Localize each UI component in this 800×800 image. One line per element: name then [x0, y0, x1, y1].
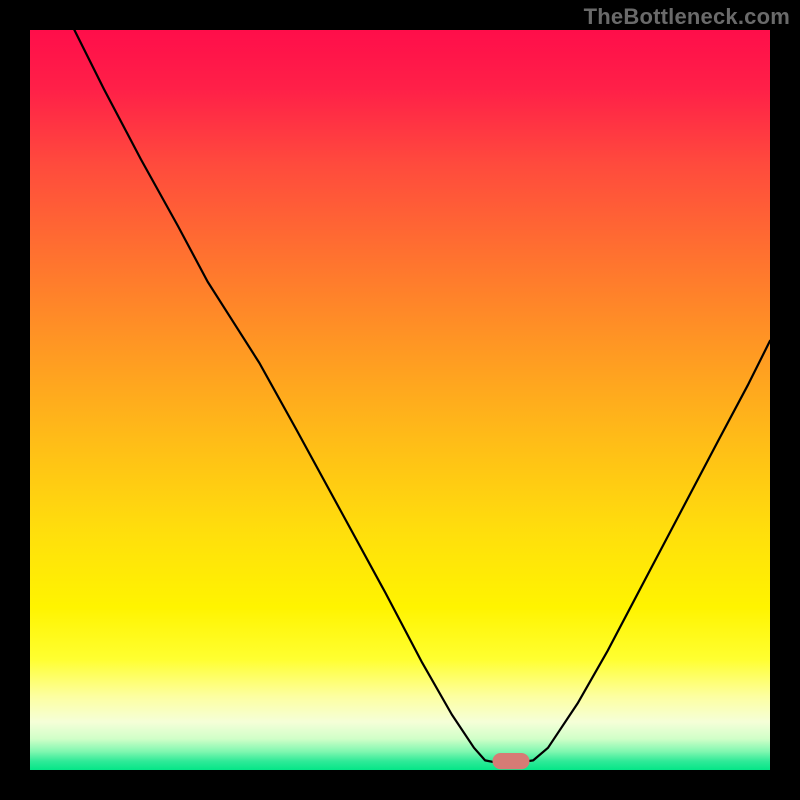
- optimal-marker: [493, 753, 530, 769]
- bottleneck-chart: [30, 30, 770, 770]
- watermark-text: TheBottleneck.com: [584, 4, 790, 30]
- gradient-background: [30, 30, 770, 770]
